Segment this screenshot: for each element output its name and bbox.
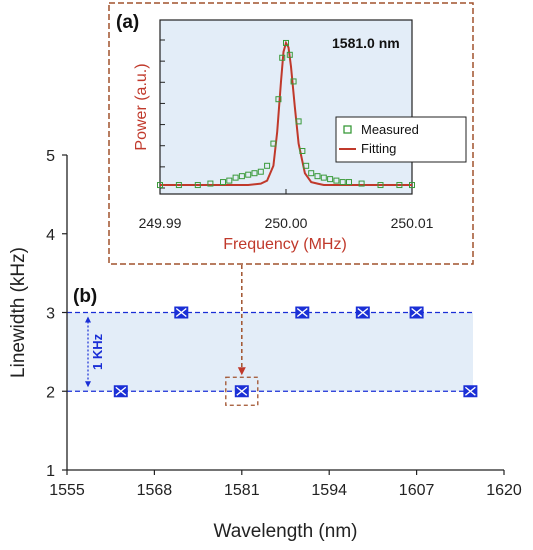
measured-point (314, 173, 321, 180)
x-axis-label: Wavelength (nm) (214, 521, 358, 542)
measured-point (333, 177, 340, 184)
main-chart: 1555 1568 1581 1594 1607 1620 1 2 3 4 5 1 KHz (b)… (8, 148, 522, 542)
measured-point (346, 179, 352, 186)
measured-point (238, 173, 245, 180)
measured-point (157, 182, 163, 189)
data-point (174, 306, 189, 319)
inset-plot-area (159, 19, 413, 195)
y-tick-label: 3 (46, 306, 55, 323)
inset-connector-arrow (237, 265, 246, 376)
measured-point (308, 170, 315, 177)
measured-point (290, 78, 297, 85)
x-tick-label: 1620 (486, 482, 522, 499)
y-tick-label: 2 (46, 384, 55, 401)
inset-x-tick-label: 250.00 (265, 215, 308, 231)
measured-point (358, 180, 365, 187)
measured-point (377, 182, 384, 189)
legend-measured-label: Measured (361, 122, 419, 137)
measured-point (251, 170, 258, 177)
panel-label-b: (b) (73, 286, 97, 307)
band-annotation: 1 KHz (90, 333, 105, 370)
x-tick-label: 1581 (224, 482, 260, 499)
x-ticks: 1555 1568 1581 1594 1607 1620 (49, 470, 522, 499)
linewidth-band (67, 312, 473, 392)
inset-x-ticks: 249.99 250.00 250.01 (139, 189, 434, 231)
measured-point (320, 174, 327, 181)
inset-chart: 249.99 250.00 250.01 1581.0 nm (a) Frequen… (108, 2, 474, 265)
measured-point (232, 174, 239, 181)
data-point (113, 385, 128, 398)
y-axis-label: Linewidth (kHz) (8, 247, 29, 378)
measured-point (283, 39, 289, 46)
measured-point (303, 162, 310, 169)
inset-y-axis-label: Power (a.u.) (133, 63, 150, 150)
measured-point (207, 180, 214, 187)
y-tick-label: 5 (46, 148, 55, 165)
data-point (463, 385, 478, 398)
data-point (234, 385, 249, 398)
x-tick-label: 1555 (49, 482, 85, 499)
highlight-box (225, 376, 259, 406)
measured-point (295, 118, 302, 125)
legend: Measured Fitting (335, 116, 467, 163)
measured-point (339, 179, 346, 186)
inset-x-tick-label: 249.99 (139, 215, 182, 231)
y-ticks: 1 2 3 4 5 (46, 148, 67, 480)
connector-arrow-head (237, 367, 246, 376)
measured-point (220, 179, 226, 186)
x-tick-label: 1594 (311, 482, 347, 499)
measured-point (245, 171, 252, 178)
inset-title: 1581.0 nm (332, 35, 400, 51)
panel-label-a: (a) (116, 12, 139, 33)
measured-point (275, 96, 282, 103)
data-points (113, 306, 478, 398)
band-arrow (85, 316, 91, 388)
legend-measured-marker (343, 125, 352, 134)
data-point (409, 306, 424, 319)
reference-lines (67, 311, 473, 392)
legend-box (335, 116, 467, 163)
measured-point (409, 182, 415, 189)
measured-point (286, 51, 293, 58)
x-tick-label: 1568 (137, 482, 173, 499)
y-tick-label: 1 (46, 463, 55, 480)
y-tick-label: 4 (46, 227, 55, 244)
x-tick-label: 1607 (399, 482, 435, 499)
inset-x-axis-label: Frequency (MHz) (223, 236, 347, 253)
band-arrow-head-up (85, 316, 91, 323)
data-point (295, 306, 310, 319)
band-arrow-head-down (85, 381, 91, 388)
measured-point (327, 176, 334, 183)
measured-point (257, 168, 264, 175)
measured-point (264, 162, 271, 169)
measured-point (175, 182, 182, 189)
data-point (355, 306, 370, 319)
measured-point (194, 182, 201, 189)
measured-point (279, 54, 286, 61)
measured-point (299, 148, 306, 154)
measured-point (396, 182, 403, 189)
legend-fitting-label: Fitting (361, 141, 396, 156)
measured-points (157, 39, 415, 189)
inset-x-tick-label: 250.01 (391, 215, 434, 231)
measured-point (270, 140, 277, 147)
measured-point (226, 177, 233, 184)
